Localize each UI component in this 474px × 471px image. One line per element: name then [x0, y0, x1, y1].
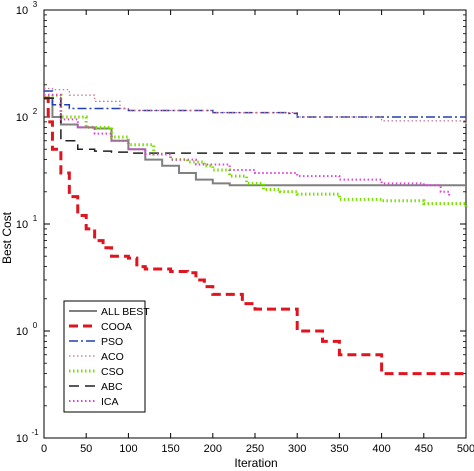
series-layer: [44, 87, 468, 376]
x-tick-label: 350: [330, 443, 348, 455]
series-line-aco: [44, 87, 467, 125]
legend-label: COOA: [101, 321, 132, 333]
y-tick-exponent: 3: [33, 0, 38, 9]
x-tick-label: 0: [41, 443, 47, 455]
y-tick-exponent: 1: [33, 214, 38, 223]
x-tick-label: 500: [457, 443, 474, 455]
x-tick-label: 200: [204, 443, 222, 455]
legend-label: PSO: [101, 336, 123, 348]
x-tick-label: 50: [80, 443, 92, 455]
series-line-ica: [44, 94, 451, 197]
y-tick-label: 10: [16, 112, 28, 124]
legend: ALL BEST COOA PSO ACO CSO ABC ICA: [63, 300, 150, 413]
x-tick-label: 100: [119, 443, 137, 455]
y-tick-exponent: 0: [33, 321, 38, 330]
legend-label: ICA: [101, 396, 119, 408]
y-tick-exponent: 2: [33, 107, 38, 116]
series-line-pso: [44, 90, 466, 118]
legend-label: CSO: [101, 366, 124, 378]
series-line-cooa: [44, 96, 466, 376]
x-tick-label: 450: [415, 443, 433, 455]
y-tick-label: 10: [16, 5, 28, 17]
y-tick-exponent: -1: [31, 428, 39, 437]
y-tick-label: 10: [16, 326, 28, 338]
x-tick-label: 300: [288, 443, 306, 455]
series-line-abc: [44, 97, 466, 154]
x-axis-label: Iteration: [234, 456, 277, 470]
x-tick-label: 400: [372, 443, 390, 455]
y-tick-label: 10: [16, 219, 28, 231]
y-tick-label: 10: [16, 433, 28, 445]
legend-label: ALL BEST: [101, 306, 150, 318]
x-tick-label: 150: [161, 443, 179, 455]
legend-label: ABC: [101, 381, 123, 393]
series-line-all-best: [44, 97, 466, 187]
legend-label: ACO: [101, 351, 124, 363]
x-tick-label: 250: [246, 443, 264, 455]
axes: 0 50 100 150 200 250 300 350 400 450 50010-1100101…: [16, 0, 474, 455]
y-axis-label: Best Cost: [0, 211, 14, 264]
